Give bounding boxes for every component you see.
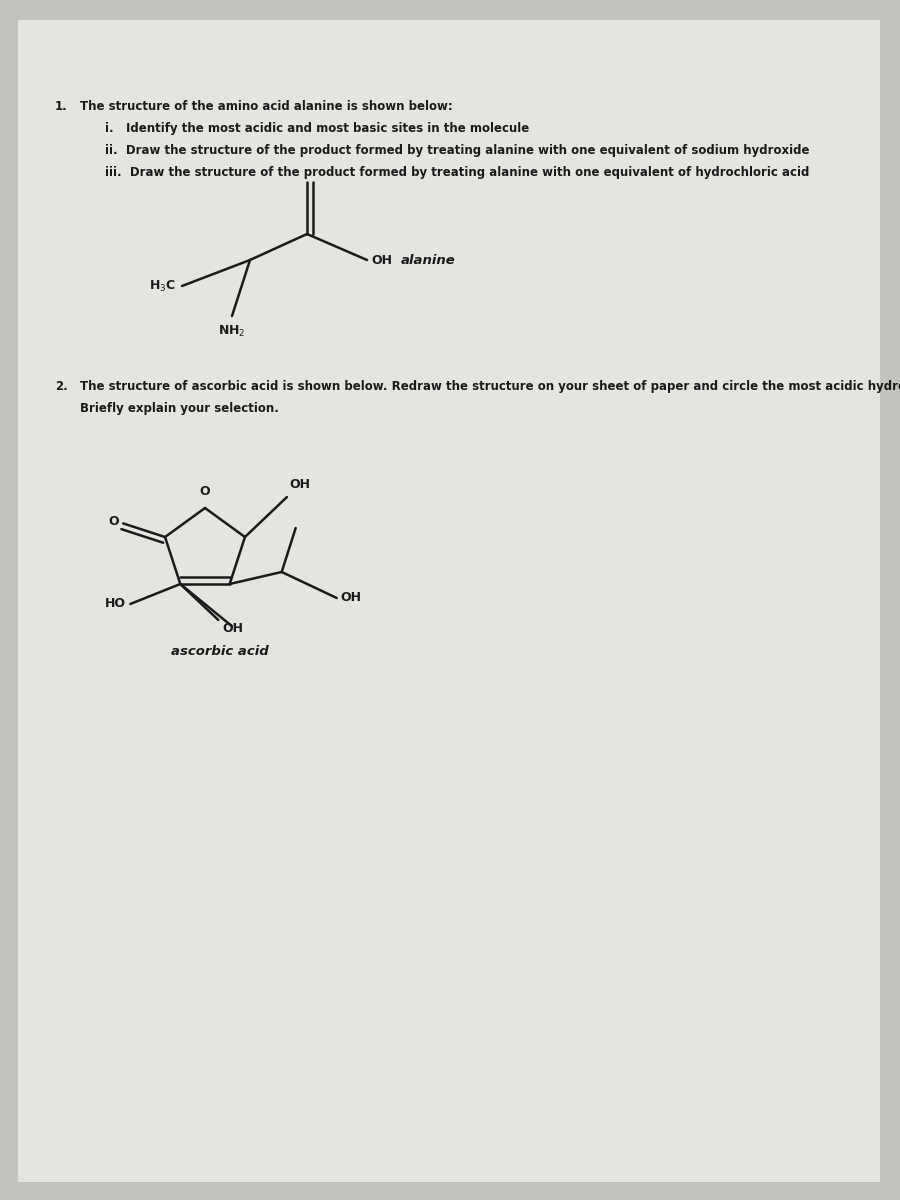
Text: The structure of the amino acid alanine is shown below:: The structure of the amino acid alanine … [80, 100, 453, 113]
Text: OH: OH [341, 592, 362, 605]
Text: 1.: 1. [55, 100, 68, 113]
Text: OH: OH [222, 622, 243, 635]
Text: i.   Identify the most acidic and most basic sites in the molecule: i. Identify the most acidic and most bas… [105, 122, 529, 134]
Text: ascorbic acid: ascorbic acid [171, 646, 269, 658]
Text: O: O [200, 485, 211, 498]
Text: HO: HO [105, 598, 126, 611]
Text: iii.  Draw the structure of the product formed by treating alanine with one equi: iii. Draw the structure of the product f… [105, 166, 809, 179]
Text: OH: OH [371, 253, 392, 266]
Text: alanine: alanine [401, 253, 455, 266]
Text: NH$_2$: NH$_2$ [219, 324, 246, 340]
Text: The structure of ascorbic acid is shown below. Redraw the structure on your shee: The structure of ascorbic acid is shown … [80, 380, 900, 392]
Text: 2.: 2. [55, 380, 68, 392]
Text: OH: OH [289, 478, 310, 491]
Text: O: O [109, 515, 119, 528]
FancyBboxPatch shape [18, 20, 880, 1182]
Text: Briefly explain your selection.: Briefly explain your selection. [80, 402, 279, 415]
Text: ii.  Draw the structure of the product formed by treating alanine with one equiv: ii. Draw the structure of the product fo… [105, 144, 809, 157]
Text: H$_3$C: H$_3$C [149, 278, 176, 294]
